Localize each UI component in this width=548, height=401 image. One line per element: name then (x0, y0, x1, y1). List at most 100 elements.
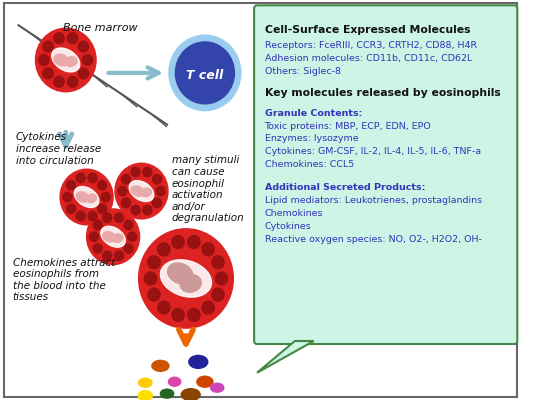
Ellipse shape (139, 378, 152, 387)
Ellipse shape (54, 55, 68, 67)
Polygon shape (257, 341, 314, 373)
Circle shape (76, 212, 85, 221)
Ellipse shape (168, 377, 181, 386)
Circle shape (128, 233, 136, 242)
Circle shape (78, 42, 89, 53)
Circle shape (122, 175, 130, 184)
Circle shape (188, 236, 200, 249)
Circle shape (172, 308, 184, 322)
Text: Chemokines: Chemokines (265, 209, 323, 217)
Ellipse shape (101, 227, 125, 247)
Circle shape (87, 209, 140, 265)
Circle shape (54, 34, 64, 45)
Circle shape (88, 212, 97, 221)
Circle shape (169, 36, 241, 111)
Ellipse shape (168, 263, 193, 284)
Text: Others: Siglec-8: Others: Siglec-8 (265, 67, 340, 76)
Ellipse shape (129, 181, 154, 202)
Circle shape (143, 168, 152, 177)
Text: Bone marrow: Bone marrow (64, 23, 138, 33)
Text: Key molecules released by eosinophils: Key molecules released by eosinophils (265, 87, 500, 97)
Ellipse shape (75, 187, 99, 208)
Circle shape (152, 175, 162, 184)
Circle shape (131, 168, 140, 177)
Ellipse shape (65, 57, 77, 67)
Circle shape (63, 193, 72, 202)
Circle shape (43, 42, 53, 53)
Circle shape (67, 77, 78, 88)
Text: Enzymes: lysozyme: Enzymes: lysozyme (265, 134, 358, 143)
Circle shape (215, 272, 227, 285)
Text: Granule Contents:: Granule Contents: (265, 108, 362, 117)
Circle shape (115, 213, 123, 223)
Circle shape (54, 77, 64, 88)
Circle shape (144, 272, 157, 285)
Text: many stimuli
can cause
eosinophil
activation
and/or
degranulation: many stimuli can cause eosinophil activa… (172, 155, 244, 223)
Circle shape (115, 251, 123, 261)
Text: Chemokines attract
eosinophils from
the blood into the
tissues: Chemokines attract eosinophils from the … (13, 257, 115, 302)
Text: Toxic proteins: MBP, ECP, EDN, EPO: Toxic proteins: MBP, ECP, EDN, EPO (265, 121, 431, 130)
Ellipse shape (189, 356, 208, 369)
Circle shape (124, 221, 133, 230)
Text: Receptors: FceRIII, CCR3, CRTH2, CD88, H4R: Receptors: FceRIII, CCR3, CRTH2, CD88, H… (265, 41, 477, 50)
Circle shape (60, 170, 113, 225)
Ellipse shape (181, 389, 200, 401)
Ellipse shape (113, 234, 123, 243)
Ellipse shape (102, 232, 116, 242)
Ellipse shape (197, 376, 213, 387)
Circle shape (82, 55, 93, 66)
Circle shape (131, 206, 140, 215)
Circle shape (101, 193, 110, 202)
Circle shape (93, 221, 102, 230)
Circle shape (124, 244, 133, 253)
Ellipse shape (141, 189, 151, 197)
Ellipse shape (131, 186, 144, 197)
Text: Cytokines: GM-CSF, IL-2, IL-4, IL-5, IL-6, TNF-a: Cytokines: GM-CSF, IL-2, IL-4, IL-5, IL-… (265, 147, 481, 156)
Circle shape (139, 229, 233, 328)
Circle shape (188, 308, 200, 322)
Text: Cell-Surface Expressed Molecules: Cell-Surface Expressed Molecules (265, 25, 470, 35)
Text: Lipid mediators: Leukotrienes, prostaglandins: Lipid mediators: Leukotrienes, prostagla… (265, 196, 482, 205)
Circle shape (67, 34, 78, 45)
Circle shape (43, 69, 53, 80)
Circle shape (212, 288, 224, 301)
Circle shape (88, 174, 97, 183)
Circle shape (122, 198, 130, 208)
Circle shape (202, 302, 214, 314)
Text: Cytokines: Cytokines (265, 221, 311, 230)
Circle shape (118, 187, 127, 196)
Ellipse shape (152, 360, 169, 371)
Text: Chemokines: CCL5: Chemokines: CCL5 (265, 160, 354, 169)
Ellipse shape (76, 192, 89, 203)
Ellipse shape (161, 389, 174, 398)
Circle shape (36, 29, 96, 93)
Circle shape (152, 198, 162, 208)
Circle shape (102, 213, 112, 223)
Circle shape (89, 233, 99, 242)
Circle shape (148, 288, 160, 301)
Text: Cytokines
increase release
into circulation: Cytokines increase release into circulat… (15, 132, 101, 165)
Circle shape (78, 69, 89, 80)
Circle shape (156, 187, 165, 196)
Ellipse shape (138, 391, 152, 401)
Circle shape (67, 181, 76, 190)
Circle shape (76, 174, 85, 183)
Text: T cell: T cell (186, 69, 224, 82)
Circle shape (102, 251, 112, 261)
Circle shape (175, 43, 235, 105)
Ellipse shape (161, 260, 212, 298)
Text: Additional Secreted Products:: Additional Secreted Products: (265, 183, 425, 192)
Text: Reactive oxygen species: NO, O2-, H2O2, OH-: Reactive oxygen species: NO, O2-, H2O2, … (265, 234, 481, 243)
Circle shape (98, 205, 106, 214)
Circle shape (172, 236, 184, 249)
Circle shape (212, 256, 224, 269)
Circle shape (158, 302, 170, 314)
FancyBboxPatch shape (254, 6, 517, 344)
Text: Adhesion molecules: CD11b, CD11c, CD62L: Adhesion molecules: CD11b, CD11c, CD62L (265, 54, 472, 63)
Ellipse shape (180, 275, 201, 292)
Circle shape (98, 181, 106, 190)
Circle shape (143, 206, 152, 215)
Circle shape (39, 55, 49, 66)
Ellipse shape (52, 49, 80, 73)
Circle shape (115, 164, 168, 219)
